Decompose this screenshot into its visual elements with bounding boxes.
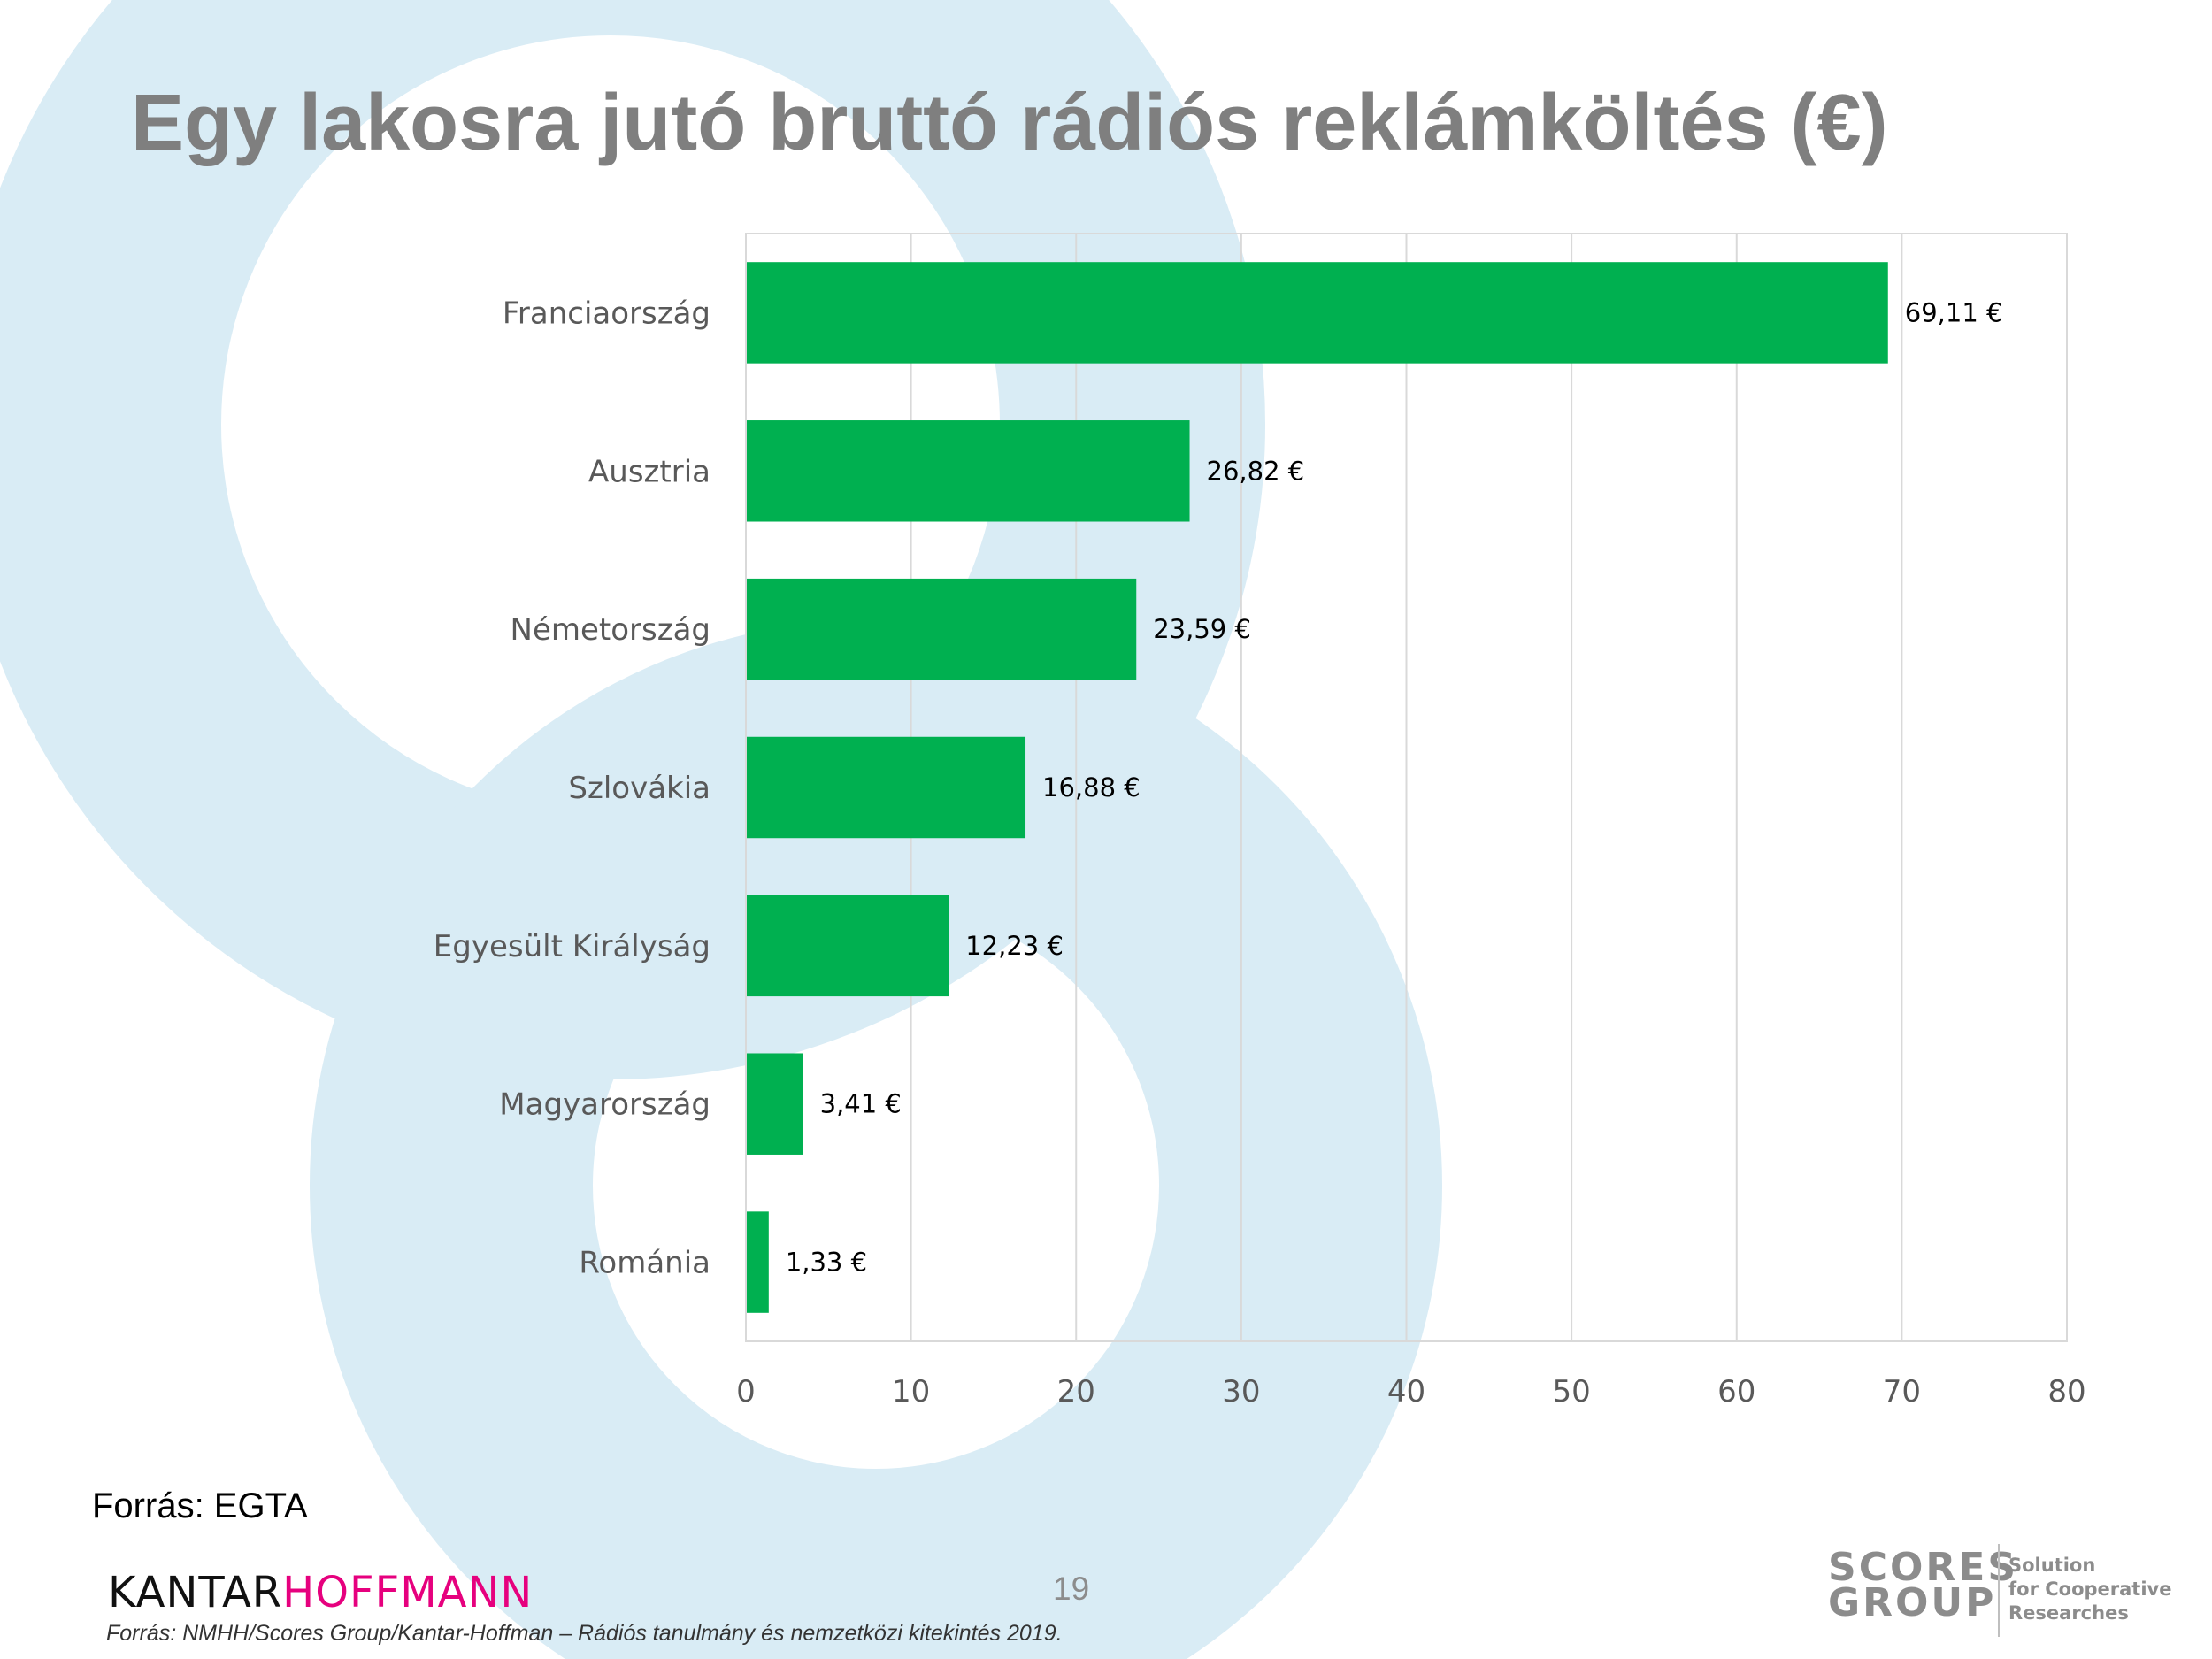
- data-label: 12,23 €: [965, 931, 1064, 961]
- logo-hoffmann-text: HOFFMANN: [282, 1568, 534, 1617]
- footnote: Forrás: NMHH/Scores Group/Kantar-Hoffman…: [106, 1621, 1063, 1646]
- x-tick-label: 0: [736, 1374, 756, 1409]
- x-tick-label: 20: [1057, 1374, 1095, 1409]
- tagline-line-1: Solution: [2008, 1555, 2096, 1576]
- logo-group-text: GROUP: [1828, 1580, 1997, 1625]
- category-label: Egyesült Királyság: [434, 929, 710, 964]
- bar: [747, 736, 1026, 839]
- category-label: Ausztria: [588, 454, 710, 489]
- kantar-hoffmann-logo: KANTARHOFFMANN: [108, 1568, 533, 1617]
- bar: [747, 1211, 769, 1313]
- logo-kantar-text: KANTAR: [108, 1568, 283, 1617]
- page-number: 19: [1053, 1571, 1090, 1607]
- bar: [747, 1053, 803, 1155]
- source-note: Forrás: EGTA: [92, 1486, 308, 1525]
- x-tick-label: 30: [1222, 1374, 1260, 1409]
- logo-separator: [1998, 1544, 2000, 1637]
- data-label: 26,82 €: [1207, 456, 1305, 486]
- x-tick-label: 60: [1717, 1374, 1755, 1409]
- data-label: 16,88 €: [1042, 772, 1141, 803]
- data-label: 23,59 €: [1153, 614, 1251, 644]
- tagline-line-3: Researches: [2008, 1602, 2129, 1624]
- page-title: Egy lakosra jutó bruttó rádiós reklámköl…: [131, 79, 1888, 167]
- logo-scores-text: SCORES: [1828, 1545, 2019, 1590]
- category-label: Szlovákia: [568, 771, 710, 806]
- bar: [747, 578, 1137, 680]
- bar: [747, 420, 1190, 522]
- data-label: 69,11 €: [1905, 297, 2003, 327]
- x-tick-label: 10: [892, 1374, 930, 1409]
- scores-group-logo: SCORES GROUP: [1828, 1545, 2019, 1625]
- tagline-line-2: for Cooperative: [2008, 1578, 2172, 1600]
- bar: [747, 262, 1888, 364]
- x-tick-label: 70: [1883, 1374, 1921, 1409]
- x-tick-label: 80: [2047, 1374, 2085, 1409]
- scores-tagline: Solution for Cooperative Researches: [2008, 1554, 2203, 1625]
- data-label: 1,33 €: [786, 1248, 867, 1278]
- category-label: Németország: [511, 612, 710, 648]
- x-tick-label: 40: [1387, 1374, 1425, 1409]
- category-label: Magyarország: [499, 1087, 710, 1123]
- category-label: Románia: [579, 1246, 710, 1281]
- bar: [747, 895, 949, 997]
- category-label: Franciaország: [503, 296, 710, 331]
- x-tick-label: 50: [1552, 1374, 1590, 1409]
- data-label: 3,41 €: [820, 1089, 902, 1119]
